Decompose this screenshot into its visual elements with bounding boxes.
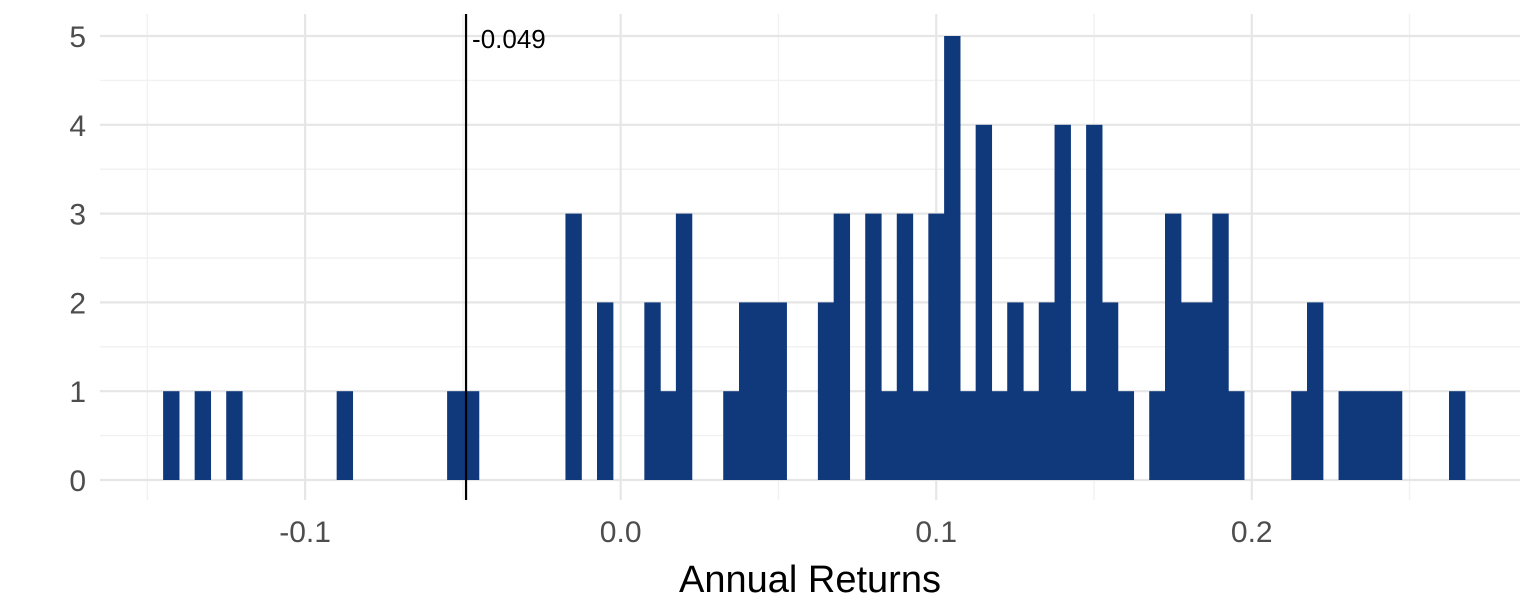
y-tick-label: 3 <box>69 199 86 232</box>
y-tick-label: 0 <box>69 465 86 498</box>
histogram-bar <box>1307 302 1324 480</box>
histogram-bar <box>226 391 243 480</box>
histogram-bar <box>1228 391 1245 480</box>
y-tick-label: 5 <box>69 21 86 54</box>
histogram-bar <box>1180 302 1198 480</box>
histogram-bar <box>833 213 851 480</box>
histogram-bar <box>1149 391 1166 480</box>
histogram-bar <box>1086 124 1103 481</box>
x-axis-label: Annual Returns <box>679 559 941 601</box>
histogram-bar <box>447 391 464 480</box>
histogram-bar <box>675 213 693 480</box>
y-tick-label: 2 <box>69 287 86 320</box>
histogram-bar <box>1007 302 1024 480</box>
histogram-bar <box>975 124 993 481</box>
histogram-bar <box>163 391 180 480</box>
histogram-bar <box>194 391 212 480</box>
histogram-bar <box>944 36 961 480</box>
y-tick-label: 4 <box>69 110 86 143</box>
x-axis-ticks: -0.1 0.0 0.1 0.2 <box>279 516 1272 549</box>
histogram-bar <box>1054 124 1071 481</box>
histogram-bar <box>959 391 977 480</box>
histogram-bar <box>754 302 772 480</box>
x-tick-label: -0.1 <box>279 516 331 549</box>
reference-line-label: -0.049 <box>472 24 546 54</box>
x-tick-label: 0.1 <box>915 516 957 549</box>
histogram-bar <box>1385 391 1403 480</box>
histogram-bar <box>723 391 740 480</box>
histogram-bar <box>739 302 756 480</box>
histogram-bar <box>928 213 945 480</box>
histogram-bar <box>336 391 354 480</box>
histogram-bar <box>1212 213 1229 480</box>
x-tick-label: 0.2 <box>1231 516 1273 549</box>
histogram-bar <box>644 302 661 480</box>
histogram-bar <box>597 302 614 480</box>
histogram-bar <box>912 391 929 480</box>
histogram-bar <box>1165 213 1182 480</box>
histogram-bar <box>565 213 582 480</box>
bars <box>163 36 1466 481</box>
histogram-bar <box>1070 391 1087 480</box>
histogram-bar <box>1338 391 1355 480</box>
histogram-bar <box>991 391 1008 480</box>
reference-line-group: -0.049 <box>464 14 546 500</box>
histogram-bar <box>1370 391 1387 480</box>
histogram-bar <box>1354 391 1371 480</box>
histogram-bar <box>660 391 677 480</box>
y-axis-ticks: 0 1 2 3 4 5 <box>69 21 86 498</box>
histogram-bar <box>881 391 898 480</box>
histogram-bar <box>1449 391 1466 480</box>
y-tick-label: 1 <box>69 376 86 409</box>
histogram-bar <box>817 302 835 480</box>
x-tick-label: 0.0 <box>600 516 642 549</box>
histogram-bar <box>865 213 882 480</box>
histogram-bar <box>1038 302 1056 480</box>
histogram-bar <box>1023 391 1040 480</box>
histogram-bar <box>1291 391 1308 480</box>
histogram-bar <box>1196 302 1213 480</box>
histogram-bar <box>1101 302 1119 480</box>
histogram-bar <box>770 302 787 480</box>
histogram-bar <box>1117 391 1135 480</box>
histogram-bar <box>896 213 914 480</box>
